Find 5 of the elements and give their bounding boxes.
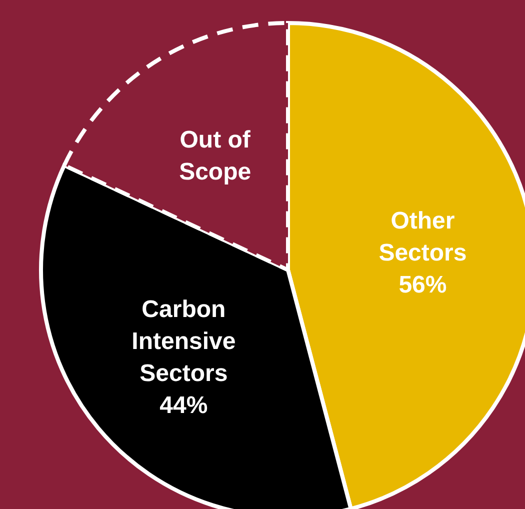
data-label: 56% [398, 271, 447, 298]
slice-label: Other Sectors [378, 207, 467, 266]
slice-label: Out of Scope [179, 126, 252, 185]
slice-label: Carbon Intensive Sectors [132, 296, 236, 387]
data-label: 44% [160, 392, 208, 419]
